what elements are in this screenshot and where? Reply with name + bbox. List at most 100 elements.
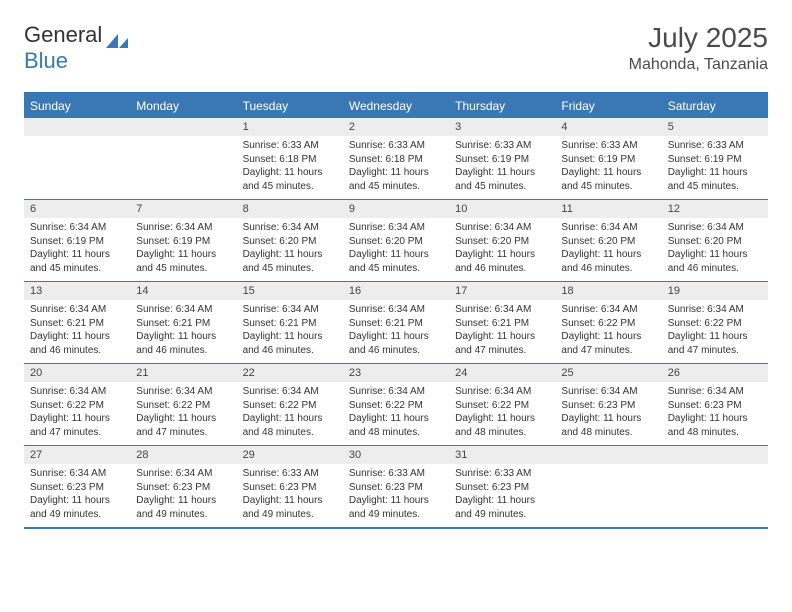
day-number: 24: [449, 364, 555, 382]
sunrise-text: Sunrise: 6:34 AM: [30, 221, 124, 235]
daylight-text: Daylight: 11 hours and 48 minutes.: [455, 412, 549, 439]
day-details: Sunrise: 6:33 AMSunset: 6:18 PMDaylight:…: [343, 136, 449, 199]
sunset-text: Sunset: 6:23 PM: [668, 399, 762, 413]
day-number: 14: [130, 282, 236, 300]
daylight-text: Daylight: 11 hours and 47 minutes.: [561, 330, 655, 357]
sunset-text: Sunset: 6:23 PM: [455, 481, 549, 495]
sunset-text: Sunset: 6:23 PM: [243, 481, 337, 495]
day-number-row: 13141516171819: [24, 282, 768, 300]
day-number: 15: [237, 282, 343, 300]
day-details: Sunrise: 6:34 AMSunset: 6:19 PMDaylight:…: [24, 218, 130, 281]
day-number: 28: [130, 446, 236, 464]
sunset-text: Sunset: 6:19 PM: [561, 153, 655, 167]
day-text-row: Sunrise: 6:33 AMSunset: 6:18 PMDaylight:…: [24, 136, 768, 199]
day-number: 11: [555, 200, 661, 218]
daylight-text: Daylight: 11 hours and 46 minutes.: [30, 330, 124, 357]
daylight-text: Daylight: 11 hours and 48 minutes.: [243, 412, 337, 439]
sunrise-text: Sunrise: 6:34 AM: [349, 385, 443, 399]
sunrise-text: Sunrise: 6:34 AM: [455, 303, 549, 317]
day-details: [662, 464, 768, 527]
day-details: Sunrise: 6:34 AMSunset: 6:21 PMDaylight:…: [343, 300, 449, 363]
logo-sail-icon: [106, 28, 128, 42]
day-number: 9: [343, 200, 449, 218]
day-header: Saturday: [662, 94, 768, 118]
sunset-text: Sunset: 6:23 PM: [349, 481, 443, 495]
day-header: Thursday: [449, 94, 555, 118]
sunset-text: Sunset: 6:21 PM: [349, 317, 443, 331]
day-details: Sunrise: 6:34 AMSunset: 6:23 PMDaylight:…: [24, 464, 130, 527]
sunset-text: Sunset: 6:21 PM: [30, 317, 124, 331]
daylight-text: Daylight: 11 hours and 45 minutes.: [243, 166, 337, 193]
sunrise-text: Sunrise: 6:34 AM: [668, 385, 762, 399]
day-number: 3: [449, 118, 555, 136]
day-number: 21: [130, 364, 236, 382]
sunrise-text: Sunrise: 6:34 AM: [349, 221, 443, 235]
day-number: 12: [662, 200, 768, 218]
daylight-text: Daylight: 11 hours and 47 minutes.: [30, 412, 124, 439]
day-number: [130, 118, 236, 136]
day-number-row: 12345: [24, 118, 768, 136]
day-header: Monday: [130, 94, 236, 118]
daylight-text: Daylight: 11 hours and 46 minutes.: [349, 330, 443, 357]
sunset-text: Sunset: 6:19 PM: [668, 153, 762, 167]
sunset-text: Sunset: 6:19 PM: [455, 153, 549, 167]
logo-text-blue: Blue: [24, 48, 68, 74]
week-row: 12345 Sunrise: 6:33 AMSunset: 6:18 PMDay…: [24, 118, 768, 200]
sunrise-text: Sunrise: 6:34 AM: [243, 303, 337, 317]
daylight-text: Daylight: 11 hours and 48 minutes.: [349, 412, 443, 439]
sunrise-text: Sunrise: 6:34 AM: [455, 221, 549, 235]
day-number: 31: [449, 446, 555, 464]
day-number: 18: [555, 282, 661, 300]
daylight-text: Daylight: 11 hours and 46 minutes.: [455, 248, 549, 275]
day-number: 30: [343, 446, 449, 464]
day-number: 23: [343, 364, 449, 382]
day-details: Sunrise: 6:34 AMSunset: 6:22 PMDaylight:…: [130, 382, 236, 445]
daylight-text: Daylight: 11 hours and 45 minutes.: [561, 166, 655, 193]
logo: General: [24, 22, 130, 48]
day-details: Sunrise: 6:34 AMSunset: 6:21 PMDaylight:…: [24, 300, 130, 363]
day-details: Sunrise: 6:34 AMSunset: 6:22 PMDaylight:…: [662, 300, 768, 363]
sunrise-text: Sunrise: 6:34 AM: [561, 221, 655, 235]
day-details: Sunrise: 6:34 AMSunset: 6:22 PMDaylight:…: [555, 300, 661, 363]
sunset-text: Sunset: 6:22 PM: [136, 399, 230, 413]
sunrise-text: Sunrise: 6:34 AM: [136, 467, 230, 481]
sunset-text: Sunset: 6:23 PM: [561, 399, 655, 413]
day-details: Sunrise: 6:34 AMSunset: 6:22 PMDaylight:…: [343, 382, 449, 445]
sunset-text: Sunset: 6:21 PM: [136, 317, 230, 331]
day-header: Sunday: [24, 94, 130, 118]
sunset-text: Sunset: 6:21 PM: [455, 317, 549, 331]
day-details: Sunrise: 6:33 AMSunset: 6:19 PMDaylight:…: [662, 136, 768, 199]
month-title: July 2025: [629, 22, 768, 54]
day-number: 25: [555, 364, 661, 382]
day-details: Sunrise: 6:34 AMSunset: 6:20 PMDaylight:…: [555, 218, 661, 281]
daylight-text: Daylight: 11 hours and 48 minutes.: [668, 412, 762, 439]
daylight-text: Daylight: 11 hours and 45 minutes.: [668, 166, 762, 193]
logo-text-general: General: [24, 22, 102, 48]
sunset-text: Sunset: 6:22 PM: [455, 399, 549, 413]
day-details: Sunrise: 6:34 AMSunset: 6:20 PMDaylight:…: [343, 218, 449, 281]
day-number: 17: [449, 282, 555, 300]
calendar: Sunday Monday Tuesday Wednesday Thursday…: [24, 92, 768, 529]
sunrise-text: Sunrise: 6:34 AM: [136, 221, 230, 235]
sunset-text: Sunset: 6:20 PM: [561, 235, 655, 249]
sunset-text: Sunset: 6:19 PM: [30, 235, 124, 249]
day-number-row: 2728293031: [24, 446, 768, 464]
day-number: [555, 446, 661, 464]
sunset-text: Sunset: 6:23 PM: [136, 481, 230, 495]
daylight-text: Daylight: 11 hours and 49 minutes.: [30, 494, 124, 521]
day-details: Sunrise: 6:34 AMSunset: 6:21 PMDaylight:…: [130, 300, 236, 363]
day-details: Sunrise: 6:34 AMSunset: 6:22 PMDaylight:…: [24, 382, 130, 445]
day-number: 8: [237, 200, 343, 218]
sunrise-text: Sunrise: 6:33 AM: [561, 139, 655, 153]
day-number: 10: [449, 200, 555, 218]
sunrise-text: Sunrise: 6:34 AM: [668, 303, 762, 317]
sunset-text: Sunset: 6:20 PM: [243, 235, 337, 249]
day-number: 16: [343, 282, 449, 300]
sunrise-text: Sunrise: 6:34 AM: [668, 221, 762, 235]
day-details: Sunrise: 6:33 AMSunset: 6:19 PMDaylight:…: [449, 136, 555, 199]
week-row: 6789101112Sunrise: 6:34 AMSunset: 6:19 P…: [24, 200, 768, 282]
day-details: Sunrise: 6:33 AMSunset: 6:23 PMDaylight:…: [449, 464, 555, 527]
sunset-text: Sunset: 6:22 PM: [349, 399, 443, 413]
day-details: Sunrise: 6:33 AMSunset: 6:19 PMDaylight:…: [555, 136, 661, 199]
sunrise-text: Sunrise: 6:34 AM: [561, 385, 655, 399]
